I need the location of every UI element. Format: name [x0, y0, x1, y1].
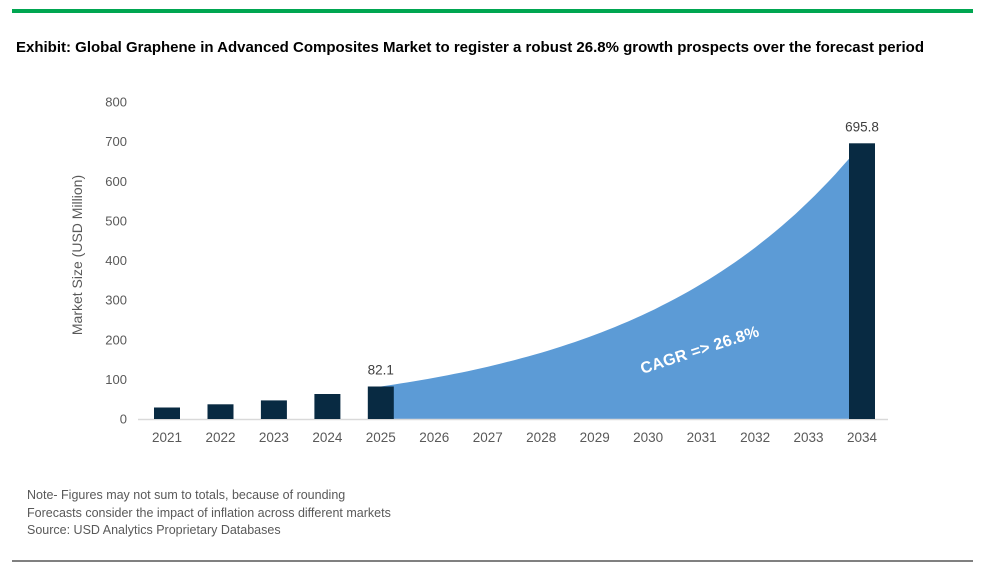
x-tick-label: 2022 — [205, 430, 235, 445]
bar-2025 — [367, 386, 394, 419]
x-tick-label: 2029 — [580, 430, 610, 445]
data-label-2025: 82.1 — [368, 363, 394, 378]
data-label-2034: 695.8 — [845, 119, 879, 134]
x-tick-label: 2025 — [366, 430, 396, 445]
y-tick-label: 600 — [105, 174, 127, 189]
bar-2023 — [260, 400, 287, 419]
x-tick-label: 2030 — [633, 430, 663, 445]
bar-2024 — [314, 394, 341, 419]
bottom-rule — [12, 560, 973, 562]
y-tick-label: 200 — [105, 332, 127, 347]
footnote-line: Note- Figures may not sum to totals, bec… — [27, 488, 346, 502]
x-tick-label: 2028 — [526, 430, 556, 445]
x-tick-label: 2032 — [740, 430, 770, 445]
y-tick-label: 100 — [105, 372, 127, 387]
x-tick-label: 2031 — [687, 430, 717, 445]
y-tick-label: 300 — [105, 293, 127, 308]
bar-2034 — [849, 143, 875, 420]
x-tick-label: 2034 — [847, 430, 878, 445]
footnote-line: Source: USD Analytics Proprietary Databa… — [27, 523, 281, 537]
chart-title: Exhibit: Global Graphene in Advanced Com… — [16, 39, 924, 56]
bar-2021 — [154, 407, 180, 419]
market-size-chart: 0 100 200 300 400 500 600 700 800 82.1 695.8 2021 20… — [105, 95, 888, 445]
x-tick-label: 2024 — [312, 430, 343, 445]
y-tick-label: 700 — [105, 134, 127, 149]
y-axis-title: Market Size (USD Million) — [69, 174, 85, 336]
y-tick-label: 400 — [105, 253, 127, 268]
y-tick-label: 0 — [120, 412, 127, 427]
bar-2022 — [207, 404, 234, 419]
x-tick-label: 2026 — [419, 430, 449, 445]
x-tick-label: 2033 — [793, 430, 823, 445]
y-tick-label: 800 — [105, 95, 127, 110]
x-tick-label: 2021 — [152, 430, 182, 445]
x-tick-label: 2023 — [259, 430, 289, 445]
footnotes: Note- Figures may not sum to totals, bec… — [27, 487, 391, 540]
x-tick-label: 2027 — [473, 430, 503, 445]
forecast-area — [380, 143, 862, 420]
footnote-line: Forecasts consider the impact of inflati… — [27, 505, 391, 520]
top-accent-rule — [12, 9, 973, 13]
y-tick-label: 500 — [105, 213, 127, 228]
